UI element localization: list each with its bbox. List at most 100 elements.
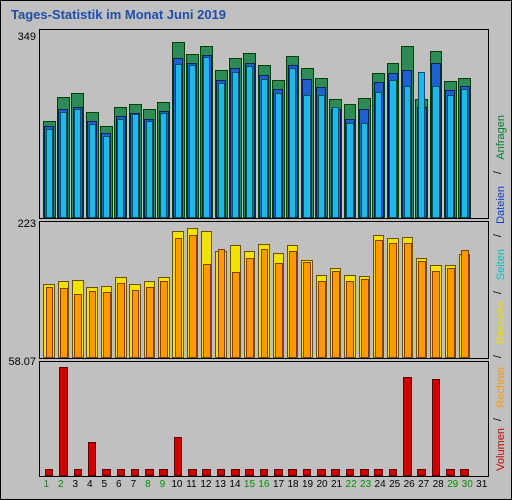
legend-anfr: Anfragen [495, 115, 507, 160]
day-slot [99, 30, 113, 218]
rech-bar [146, 287, 154, 358]
day-slot [300, 362, 314, 476]
day-slot [56, 362, 70, 476]
rech-bar [461, 250, 469, 358]
x-label: 9 [155, 479, 170, 495]
rech-bar [117, 283, 125, 359]
seit-bar [361, 123, 368, 218]
day-slot [71, 362, 85, 476]
day-slot [472, 30, 486, 218]
seit-bar [447, 95, 454, 219]
x-label: 11 [184, 479, 199, 495]
legend-separator: / [492, 291, 504, 294]
day-slot [56, 222, 70, 358]
seit-bar [232, 72, 239, 219]
legend-separator: / [492, 171, 504, 174]
volu-bar [74, 469, 83, 476]
day-slot [458, 362, 472, 476]
x-label: 26 [402, 479, 417, 495]
day-slot [157, 30, 171, 218]
seit-bar [160, 113, 167, 219]
day-slot [185, 222, 199, 358]
x-axis: 1234567891011121314151617181920212223242… [39, 479, 489, 495]
rech-bar [60, 288, 68, 358]
bars-mid [42, 222, 486, 358]
seit-bar [74, 109, 81, 218]
day-slot [386, 30, 400, 218]
day-slot [157, 222, 171, 358]
x-label: 31 [474, 479, 489, 495]
day-slot [415, 30, 429, 218]
x-label: 20 [315, 479, 330, 495]
day-slot [257, 362, 271, 476]
day-slot [472, 362, 486, 476]
x-label: 24 [373, 479, 388, 495]
legend-volu: Volumen [495, 428, 507, 471]
volu-bar [202, 469, 211, 476]
day-slot [429, 30, 443, 218]
day-slot [443, 30, 457, 218]
x-label: 16 [257, 479, 272, 495]
rech-bar [175, 238, 183, 358]
rech-bar [303, 262, 311, 358]
volu-bar [188, 469, 197, 476]
day-slot [271, 362, 285, 476]
seit-bar [375, 92, 382, 218]
day-slot [185, 362, 199, 476]
day-slot [386, 362, 400, 476]
volu-bar [360, 469, 369, 476]
volu-bar [174, 437, 183, 476]
volu-bar [460, 469, 469, 476]
bars-bot [42, 362, 486, 476]
x-label: 21 [329, 479, 344, 495]
seit-bar [346, 123, 353, 219]
x-label: 30 [460, 479, 475, 495]
seit-bar [404, 86, 411, 218]
day-slot [343, 222, 357, 358]
volu-bar [446, 469, 455, 476]
x-label: 28 [431, 479, 446, 495]
seit-bar [203, 57, 210, 219]
x-label: 13 [213, 479, 228, 495]
day-slot [357, 222, 371, 358]
day-slot [243, 362, 257, 476]
seit-bar [318, 95, 325, 219]
day-slot [329, 30, 343, 218]
volu-bar [145, 469, 154, 476]
x-label: 29 [445, 479, 460, 495]
day-slot [128, 362, 142, 476]
rech-bar [218, 249, 226, 359]
day-slot [300, 222, 314, 358]
rech-bar [203, 264, 211, 358]
day-slot [300, 30, 314, 218]
rech-bar [289, 251, 297, 358]
day-slot [458, 222, 472, 358]
day-slot [257, 30, 271, 218]
rech-bar [418, 261, 426, 358]
volu-bar [88, 442, 97, 476]
rech-bar [246, 258, 254, 358]
day-slot [357, 362, 371, 476]
day-slot [85, 222, 99, 358]
volu-bar [131, 469, 140, 476]
seit-bar [461, 89, 468, 218]
day-slot [257, 222, 271, 358]
day-slot [128, 30, 142, 218]
day-slot [372, 362, 386, 476]
seit-bar [289, 68, 296, 218]
legend-rech: Rechner [495, 366, 507, 408]
day-slot [243, 30, 257, 218]
day-slot [228, 222, 242, 358]
seit-bar [418, 72, 425, 219]
day-slot [343, 362, 357, 476]
day-slot [42, 362, 56, 476]
day-slot [114, 30, 128, 218]
seit-bar [303, 95, 310, 219]
seit-bar [175, 64, 182, 218]
rech-bar [275, 263, 283, 358]
volu-bar [274, 469, 283, 476]
day-slot [372, 30, 386, 218]
day-slot [200, 30, 214, 218]
volu-bar [260, 469, 269, 476]
x-label: 8 [141, 479, 156, 495]
